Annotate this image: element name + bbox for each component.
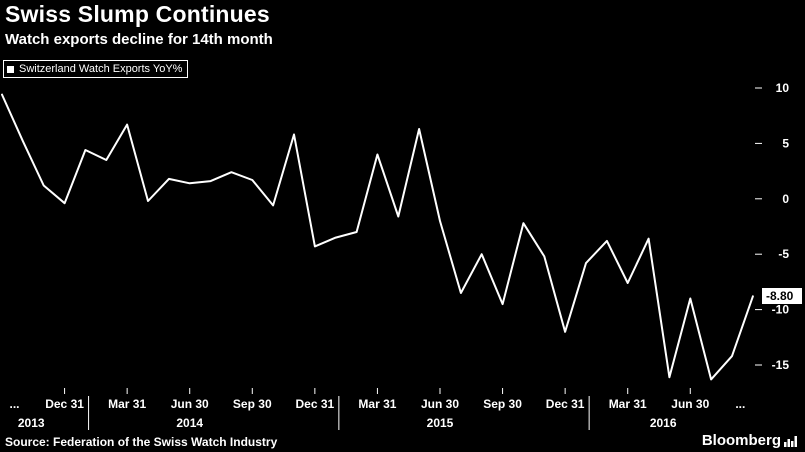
page-subtitle: Watch exports decline for 14th month — [5, 31, 273, 48]
y-axis-label: -15 — [772, 358, 790, 372]
source-text: Source: Federation of the Swiss Watch In… — [5, 435, 278, 449]
y-axis-label: 10 — [776, 81, 790, 95]
y-axis-label: -10 — [772, 303, 790, 317]
x-axis-label: Mar 31 — [358, 397, 396, 411]
exports-line-series — [1, 93, 754, 381]
bar-chart-icon — [784, 436, 797, 447]
x-axis-label: ... — [10, 397, 20, 411]
x-axis-label: Mar 31 — [609, 397, 647, 411]
x-axis-label: Jun 30 — [171, 397, 209, 411]
x-axis-label: Sep 30 — [233, 397, 272, 411]
legend-swatch-icon — [7, 65, 14, 73]
page-title: Swiss Slump Continues — [5, 1, 270, 27]
x-axis-label: Dec 31 — [546, 397, 585, 411]
legend-label: Switzerland Watch Exports YoY% — [19, 63, 183, 75]
year-label: 2016 — [650, 416, 677, 430]
x-axis-label: Sep 30 — [483, 397, 522, 411]
year-label: 2013 — [18, 416, 45, 430]
legend: Switzerland Watch Exports YoY% — [3, 60, 189, 78]
x-axis-label: ... — [735, 397, 745, 411]
last-value-badge: -8.80 — [762, 288, 802, 305]
year-label: 2014 — [176, 416, 203, 430]
x-axis-label: Jun 30 — [671, 397, 709, 411]
bloomberg-wordmark: Bloomberg — [701, 432, 781, 449]
year-label: 2015 — [427, 416, 454, 430]
x-axis-label: Dec 31 — [296, 397, 335, 411]
bloomberg-logo: Bloomberg — [702, 432, 797, 449]
y-axis-label: 0 — [782, 192, 789, 206]
x-axis-label: Mar 31 — [108, 397, 146, 411]
y-axis-label: -5 — [778, 247, 789, 261]
x-axis-label: Dec 31 — [45, 397, 84, 411]
y-axis-label: 5 — [782, 136, 789, 150]
x-axis-label: Jun 30 — [421, 397, 459, 411]
